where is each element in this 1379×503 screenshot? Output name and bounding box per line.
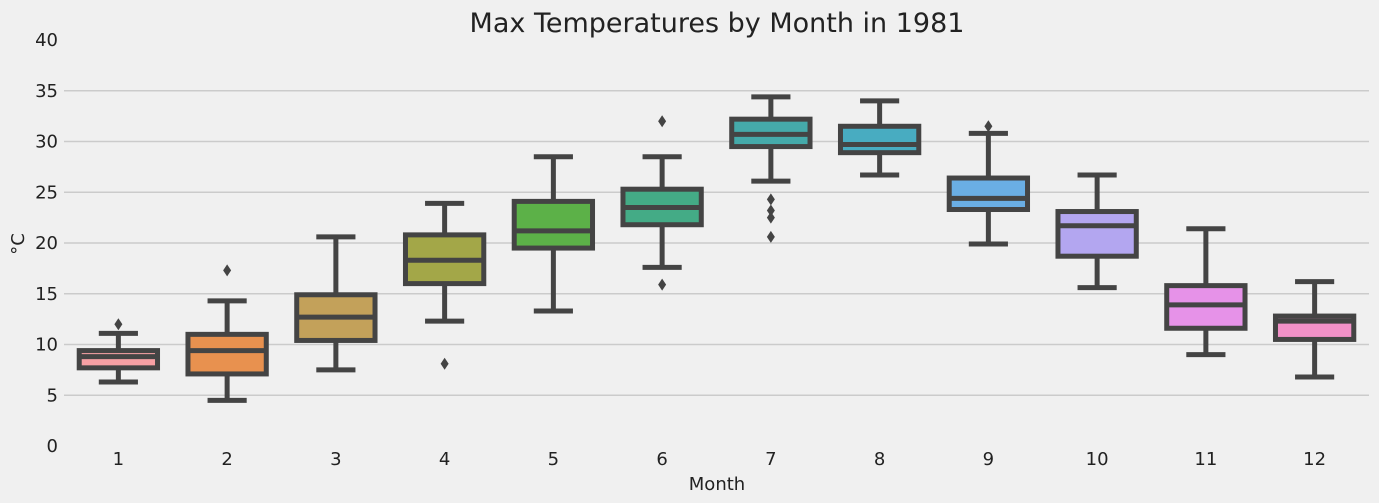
outlier-point <box>440 357 449 370</box>
y-tick-label: 10 <box>35 335 58 356</box>
box-iqr <box>837 123 922 156</box>
box-month-10 <box>1055 172 1139 291</box>
box-month-3 <box>294 234 378 373</box>
y-tick-label: 40 <box>35 30 58 51</box>
box-month-1 <box>76 318 161 385</box>
outlier-point <box>766 193 775 206</box>
outlier-point <box>223 264 232 277</box>
y-tick-label: 30 <box>35 132 58 153</box>
outlier-point <box>766 204 775 217</box>
outlier-point <box>766 230 775 243</box>
y-tick-label: 0 <box>47 436 58 457</box>
y-tick-label: 20 <box>35 233 58 254</box>
outlier-point <box>114 318 123 331</box>
box-iqr <box>185 331 269 377</box>
chart-title: Max Temperatures by Month in 1981 <box>470 8 965 39</box>
x-tick-label: 11 <box>1194 449 1217 470</box>
x-tick-label: 7 <box>765 449 776 470</box>
outlier-point <box>658 278 667 291</box>
x-axis-ticks: 1 2 3 4 5 6 7 8 9 10 11 12 <box>113 449 1326 470</box>
x-tick-label: 3 <box>330 449 341 470</box>
box-iqr <box>76 348 161 371</box>
x-tick-label: 10 <box>1086 449 1109 470</box>
outlier-point <box>766 211 775 224</box>
box-month-7 <box>729 94 813 243</box>
box-month-12 <box>1272 279 1357 380</box>
gridlines <box>64 90 1369 396</box>
outlier-point <box>658 115 667 128</box>
y-tick-label: 25 <box>35 182 58 203</box>
box-month-5 <box>511 154 596 314</box>
x-tick-label: 8 <box>874 449 885 470</box>
y-axis-ticks: 0 5 10 15 20 25 30 35 40 <box>35 30 58 457</box>
x-tick-label: 4 <box>439 449 450 470</box>
x-tick-label: 5 <box>548 449 559 470</box>
box-plots <box>76 94 1357 403</box>
box-iqr <box>1055 209 1139 259</box>
x-tick-label: 6 <box>656 449 667 470</box>
box-iqr <box>946 175 1031 213</box>
y-tick-label: 35 <box>35 81 58 102</box>
y-axis-label: °C <box>8 233 29 255</box>
x-tick-label: 1 <box>113 449 124 470</box>
box-month-9 <box>946 120 1031 247</box>
x-tick-label: 9 <box>983 449 994 470</box>
box-month-8 <box>837 98 922 178</box>
outlier-point <box>984 120 993 133</box>
x-tick-label: 2 <box>221 449 232 470</box>
box-month-4 <box>402 200 487 370</box>
box-month-11 <box>1164 226 1248 358</box>
y-tick-label: 5 <box>47 385 58 406</box>
y-tick-label: 15 <box>35 284 58 305</box>
x-tick-label: 12 <box>1303 449 1326 470</box>
box-month-2 <box>185 264 269 403</box>
box-month-6 <box>620 115 704 291</box>
box-iqr <box>511 198 596 251</box>
x-axis-label: Month <box>689 474 745 495</box>
